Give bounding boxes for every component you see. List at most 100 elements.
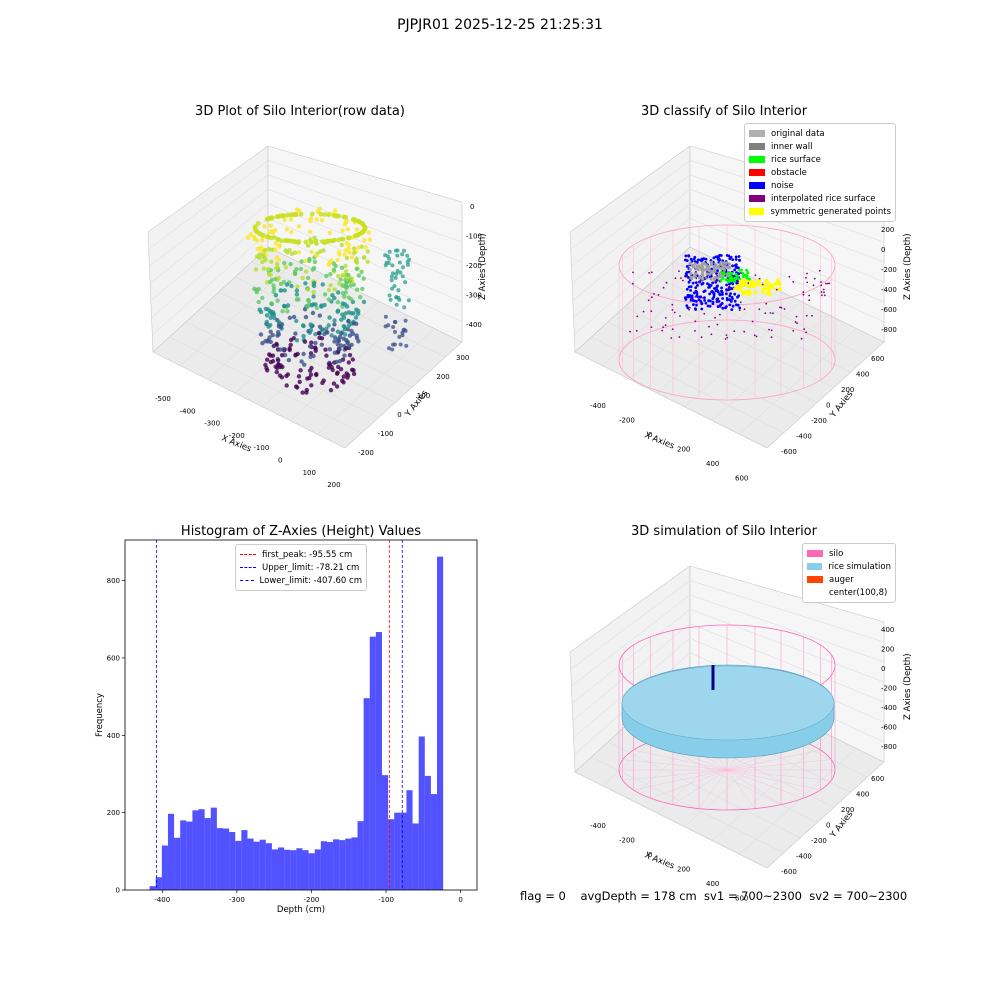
panel2-noise-point <box>713 287 716 290</box>
histogram-x-axis-label: Depth (cm) <box>277 905 325 915</box>
panel1-point <box>336 309 340 313</box>
panel2-wall-point <box>719 267 722 270</box>
panel2-wall-point <box>692 265 695 268</box>
panel1-point <box>265 320 269 324</box>
panel1-point <box>342 273 346 277</box>
panel2-interp-point <box>706 277 708 279</box>
panel2-noise-point <box>735 266 738 269</box>
panel2-interp-point <box>765 303 767 305</box>
panel2-noise-point <box>720 290 723 293</box>
panel2-interp-point <box>789 276 791 278</box>
panel2-title: 3D classify of Silo Interior <box>524 104 924 119</box>
panel2-noise-point <box>694 307 697 310</box>
panel4-legend: silo rice simulation auger center(100,8) <box>802 543 896 603</box>
panel2-noise-point <box>695 300 698 303</box>
panel1-point <box>366 249 370 253</box>
histogram-bar <box>254 842 260 890</box>
panel1-z-axis-label: Z Axies (Depth) <box>478 233 488 300</box>
panel2-noise-point <box>721 307 724 310</box>
panel1-point <box>314 254 318 258</box>
panel2-noise-point <box>713 292 716 295</box>
panel1-point <box>387 257 391 261</box>
histogram-bar <box>217 828 223 890</box>
panel1-point <box>396 288 400 292</box>
panel1-point <box>395 303 399 307</box>
histogram-bar <box>162 846 168 890</box>
panel1-x-tick-label: -100 <box>253 444 269 452</box>
panel1-point <box>299 259 303 263</box>
panel1-point <box>354 259 358 263</box>
panel1-y-tick-label: 300 <box>456 354 469 362</box>
panel1-point <box>289 343 293 347</box>
panel1-point <box>401 265 405 269</box>
panel2-noise-point <box>702 282 705 285</box>
panel2-interp-point <box>714 317 716 319</box>
histogram-bar <box>174 838 180 890</box>
panel1-point <box>309 340 313 344</box>
histogram-bar <box>388 819 394 890</box>
panel2-noise-point <box>728 304 731 307</box>
panel2-noise-point <box>725 292 728 295</box>
panel2-interp-point <box>678 270 680 272</box>
panel2-legend-entry: noise <box>749 179 891 192</box>
panel2-surface-point <box>731 279 734 282</box>
panel1-point <box>393 330 397 334</box>
histogram-legend-entry: Lower_limit: -407.60 cm <box>240 574 362 587</box>
histogram-bar <box>351 837 357 890</box>
panel2-symmetric-point <box>744 290 748 294</box>
panel1-point <box>260 238 264 242</box>
panel4-legend-label: rice simulation <box>828 562 891 572</box>
panel2-interp-point <box>653 293 655 295</box>
panel1-point <box>332 381 336 385</box>
panel1-point <box>311 311 315 315</box>
panel2-x-tick-label: 400 <box>706 460 719 468</box>
panel1-point <box>333 264 337 268</box>
histogram-bar <box>186 822 192 890</box>
panel2-noise-point <box>701 258 704 261</box>
panel4-y-tick-label: -400 <box>796 853 812 861</box>
panel1-point <box>303 259 307 263</box>
panel2-interp-point <box>772 312 774 314</box>
panel2-noise-point <box>717 256 720 259</box>
panel4-z-tick-label: -200 <box>881 685 897 693</box>
panel1-point <box>310 212 315 217</box>
panel1-point <box>246 236 250 240</box>
panel2-interp-point <box>813 284 815 286</box>
histogram-y-tick-label: 0 <box>116 887 120 895</box>
panel1-point <box>313 260 317 264</box>
panel1-point <box>331 328 335 332</box>
panel2-interp-point <box>808 299 810 301</box>
panel2-noise-point <box>718 293 721 296</box>
panel2-noise-point <box>707 286 710 289</box>
panel2-noise-point <box>688 294 691 297</box>
panel1-point <box>347 235 352 240</box>
panel2-interp-point <box>725 338 727 340</box>
panel4-x-tick-label: 200 <box>677 866 690 874</box>
panel1-point <box>336 300 340 304</box>
panel2-interp-point <box>648 299 650 301</box>
panel1-point <box>399 343 403 347</box>
panel1-point <box>295 338 299 342</box>
panel2-surface-point <box>738 269 741 272</box>
panel2-noise-point <box>693 256 696 259</box>
panel2-interp-point <box>737 281 739 283</box>
panel1-point <box>298 368 302 372</box>
panel1-point <box>341 380 345 384</box>
panel1-point <box>320 381 324 385</box>
panel4-legend-entry: rice simulation <box>807 560 891 573</box>
panel1-point <box>339 277 343 281</box>
panel2-noise-point <box>688 281 691 284</box>
panel2-interp-point <box>823 292 825 294</box>
histogram-legend: first_peak: -95.55 cm Upper_limit: -78.21… <box>235 544 367 591</box>
panel2-symmetric-point <box>761 290 765 294</box>
panel2-interp-point <box>651 326 653 328</box>
panel2-legend-entry: rice surface <box>749 153 891 166</box>
panel1-point <box>265 313 269 317</box>
histogram-bar <box>156 877 162 890</box>
panel1-point <box>276 237 281 242</box>
panel2-noise-point <box>707 299 710 302</box>
panel2-interp-point <box>747 282 749 284</box>
panel1-point <box>254 288 258 292</box>
panel1-point <box>329 388 333 392</box>
panel2-noise-point <box>731 258 734 261</box>
